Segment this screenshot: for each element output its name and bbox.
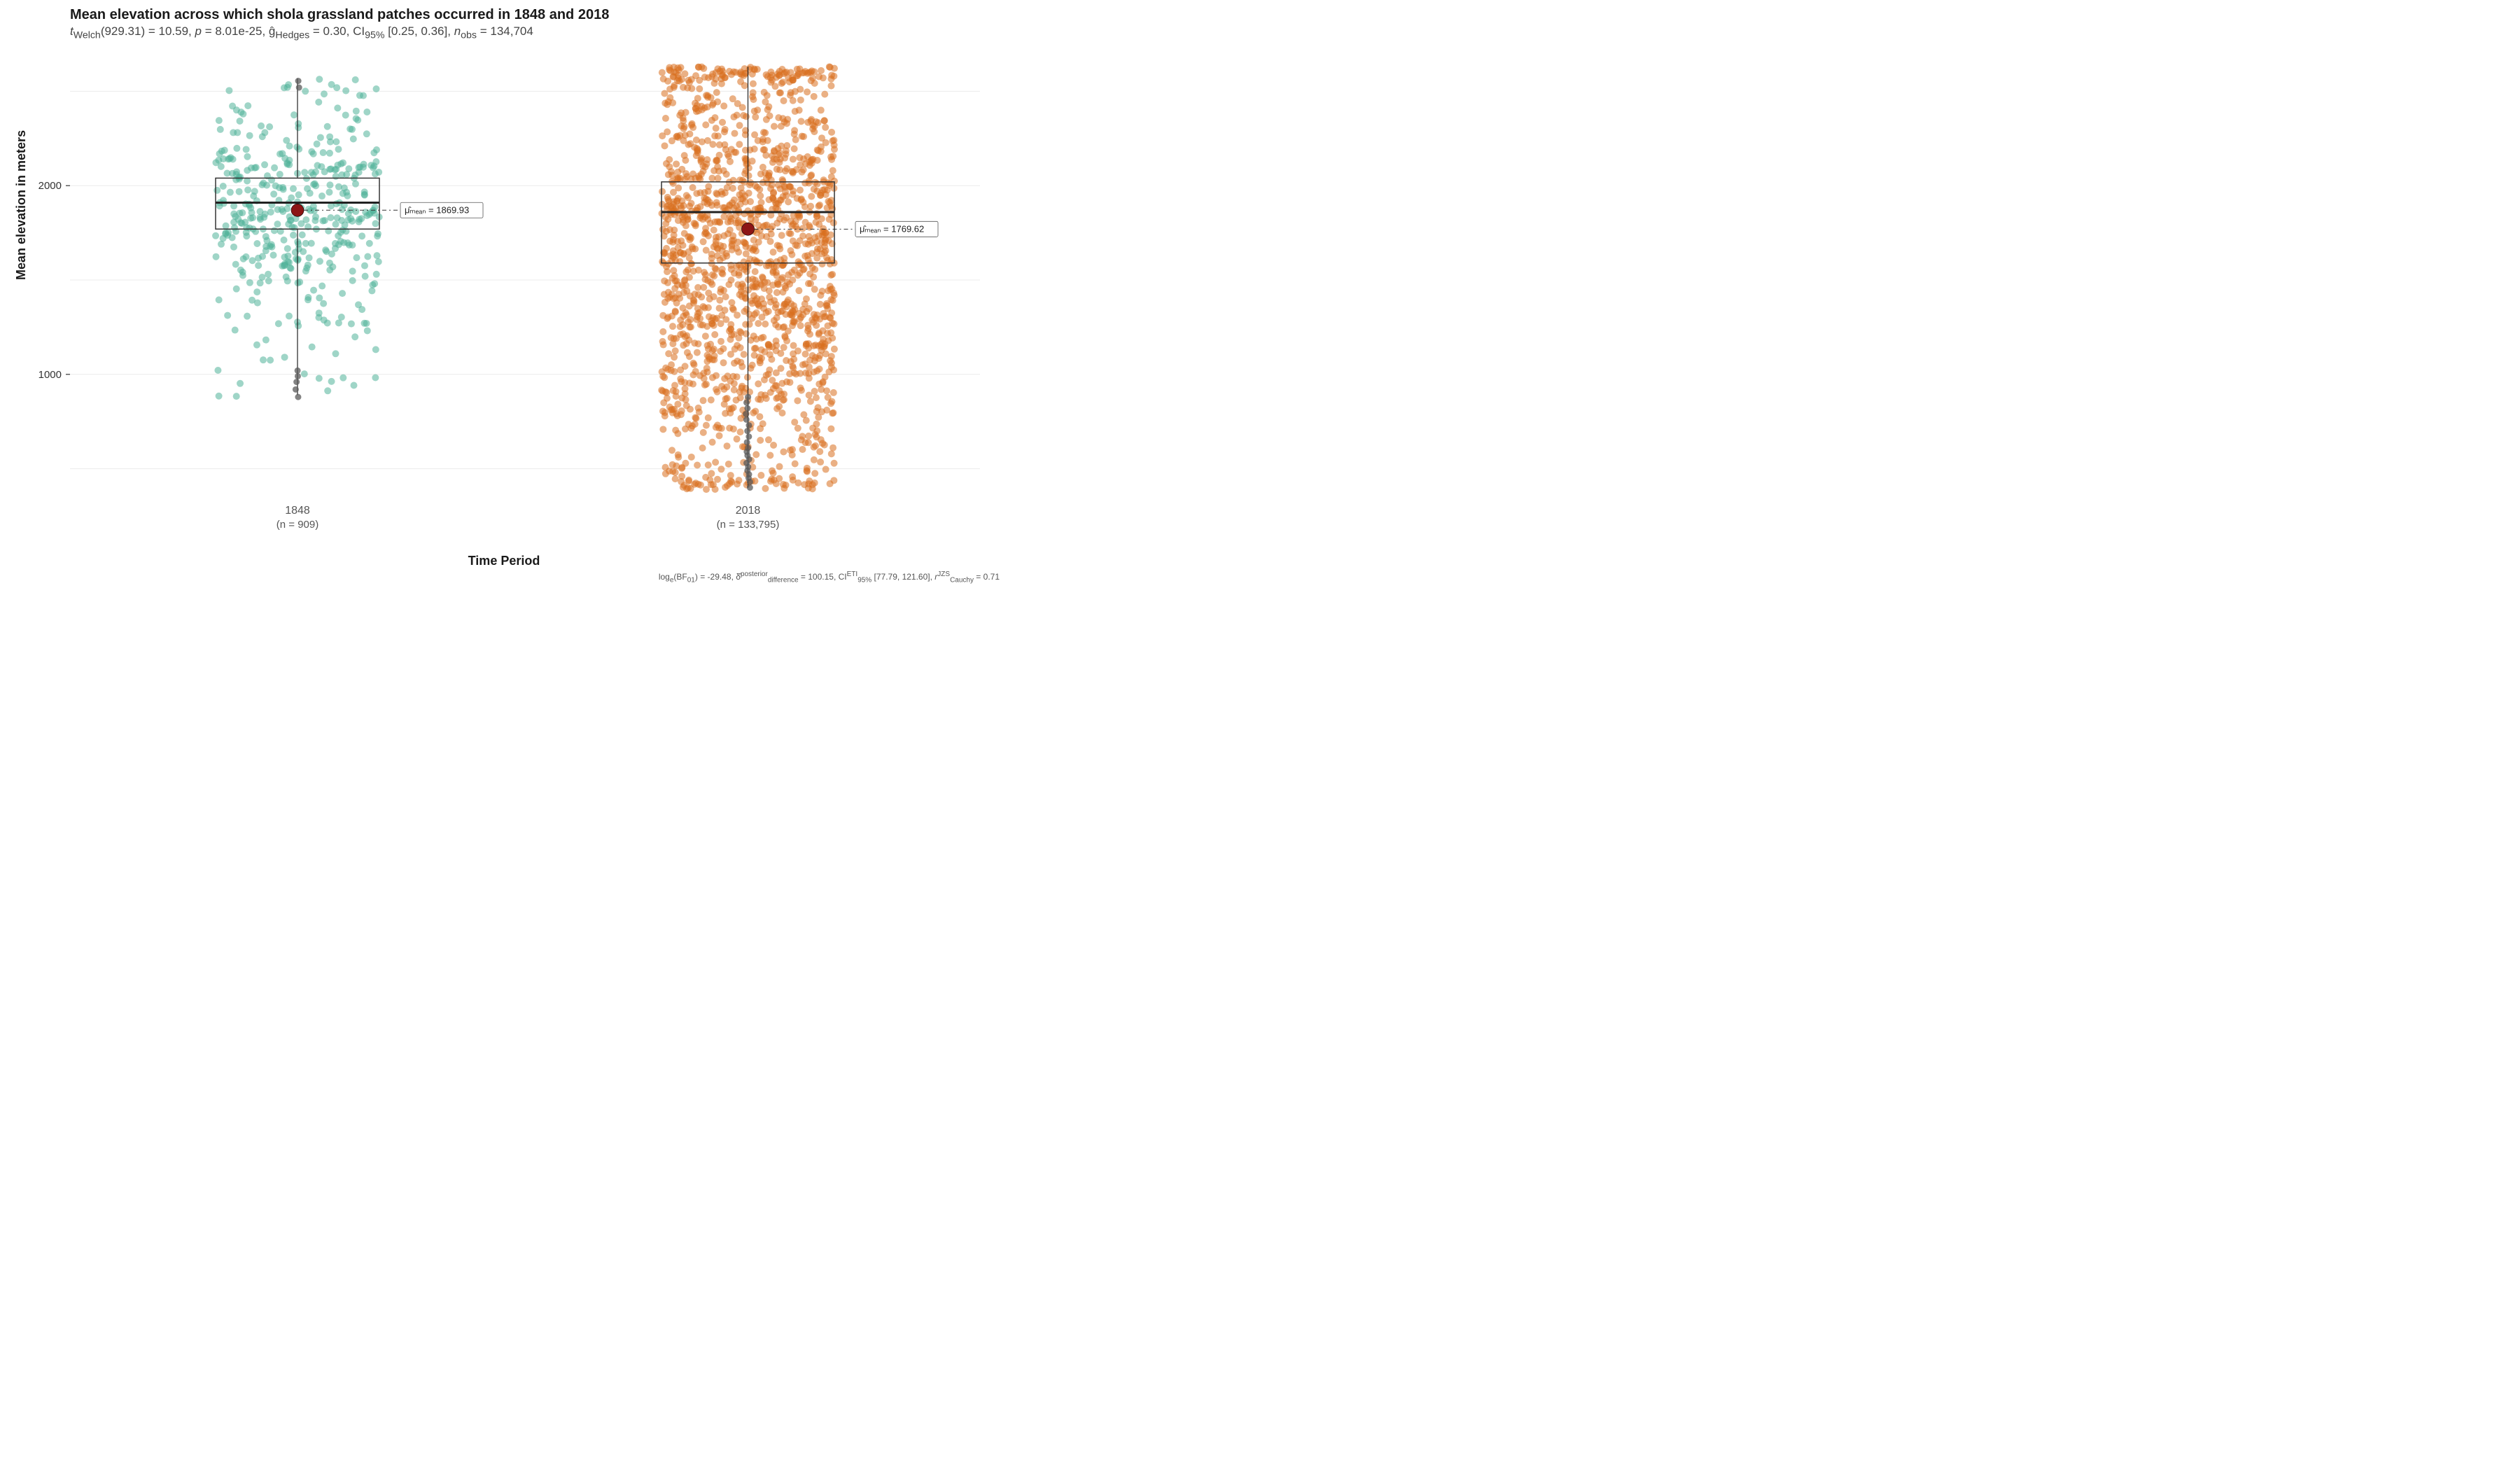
svg-text:μ̂ₘₑₐₙ = 1769.62: μ̂ₘₑₐₙ = 1769.62: [860, 223, 924, 234]
figure: Mean elevation across which shola grassl…: [0, 0, 1008, 588]
svg-text:1000: 1000: [38, 369, 62, 381]
svg-text:1848: 1848: [285, 505, 310, 517]
svg-text:2018: 2018: [736, 505, 761, 517]
svg-text:(n = 909): (n = 909): [276, 519, 318, 531]
x-axis-label: Time Period: [0, 554, 1008, 568]
chart-subtitle: tWelch(929.31) = 10.59, p = 8.01e-25, ĝH…: [70, 24, 609, 41]
svg-text:(n = 133,795): (n = 133,795): [717, 519, 780, 531]
title-block: Mean elevation across which shola grassl…: [70, 7, 609, 41]
svg-text:μ̂ₘₑₐₙ = 1869.93: μ̂ₘₑₐₙ = 1869.93: [405, 204, 469, 215]
svg-text:2000: 2000: [38, 180, 62, 192]
plot-svg: 10002000μ̂ₘₑₐₙ = 1869.931848(n = 909)μ̂ₘ…: [70, 63, 980, 497]
plot-panel: 10002000μ̂ₘₑₐₙ = 1869.931848(n = 909)μ̂ₘ…: [70, 63, 980, 497]
y-axis-label: Mean elevation in meters: [14, 130, 29, 280]
caption: loge(BF01) = -29.48, δ̂posteriordifferen…: [659, 570, 1000, 584]
chart-title: Mean elevation across which shola grassl…: [70, 7, 609, 23]
